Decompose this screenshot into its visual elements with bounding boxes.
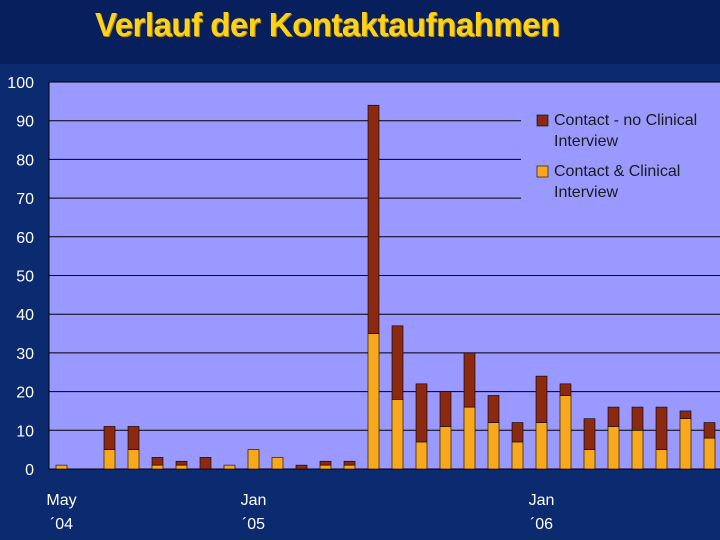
x-tick-label: ´05 [242, 516, 265, 533]
bar-contact-clinical-interview [607, 426, 620, 470]
bar-contact-no-clinical-interview [463, 352, 476, 408]
bar-contact-no-clinical-interview [679, 410, 692, 419]
bar-contact-no-clinical-interview [559, 383, 572, 396]
bar-contact-no-clinical-interview [343, 460, 356, 466]
bar-contact-no-clinical-interview [655, 406, 668, 450]
bar-contact-clinical-interview [223, 464, 236, 470]
bar-contact-no-clinical-interview [703, 422, 716, 439]
bar-contact-clinical-interview [175, 464, 188, 470]
bar-contact-no-clinical-interview [103, 426, 116, 450]
bar-contact-clinical-interview [583, 449, 596, 470]
legend-label: Interview [554, 133, 618, 150]
bar-contact-clinical-interview [247, 449, 260, 470]
bar-contact-clinical-interview [103, 449, 116, 470]
bar-contact-no-clinical-interview [511, 422, 524, 443]
bar-contact-no-clinical-interview [631, 406, 644, 431]
bar-contact-clinical-interview [703, 437, 716, 470]
y-tick-label: 90 [16, 114, 34, 131]
x-tick-label: ´06 [530, 516, 553, 533]
bar-contact-clinical-interview [55, 464, 68, 470]
bar-contact-clinical-interview [127, 449, 140, 470]
gridlines [49, 81, 720, 470]
bar-contact-no-clinical-interview [415, 383, 428, 443]
bar-contact-clinical-interview [463, 406, 476, 470]
legend-label: Contact - no Clinical [554, 112, 697, 129]
bar-contact-no-clinical-interview [295, 464, 308, 470]
legend-swatch [536, 114, 549, 127]
bar-contact-no-clinical-interview [151, 457, 164, 466]
x-tick-label: ´04 [50, 516, 73, 533]
legend: Contact - no Clinical Interview Contact & … [521, 100, 720, 208]
y-tick-label: 30 [16, 346, 34, 363]
bar-contact-no-clinical-interview [319, 460, 332, 466]
x-tick-label: Jan [241, 492, 267, 509]
y-tick-label: 50 [16, 269, 34, 286]
y-tick-label: 60 [16, 230, 34, 247]
y-tick-label: 100 [7, 75, 34, 92]
bar-contact-clinical-interview [151, 464, 164, 470]
bar-contact-clinical-interview [439, 426, 452, 470]
bar-contact-no-clinical-interview [439, 391, 452, 427]
x-tick-label: Jan [529, 492, 555, 509]
bars [55, 104, 716, 470]
bar-contact-no-clinical-interview [199, 457, 212, 470]
bar-contact-clinical-interview [319, 464, 332, 470]
bar-contact-clinical-interview [391, 399, 404, 470]
bar-contact-clinical-interview [271, 457, 284, 470]
bar-contact-clinical-interview [655, 449, 668, 470]
bar-contact-no-clinical-interview [535, 375, 548, 423]
bar-contact-no-clinical-interview [175, 460, 188, 466]
bar-contact-no-clinical-interview [367, 104, 380, 334]
bar-contact-no-clinical-interview [487, 395, 500, 423]
bar-contact-clinical-interview [535, 422, 548, 470]
bar-contact-no-clinical-interview [127, 426, 140, 450]
y-tick-label: 70 [16, 191, 34, 208]
y-tick-label: 20 [16, 385, 34, 402]
legend-box [521, 100, 720, 208]
bar-contact-clinical-interview [415, 441, 428, 470]
y-tick-label: 80 [16, 152, 34, 169]
bar-contact-clinical-interview [367, 333, 380, 470]
bar-contact-clinical-interview [631, 429, 644, 470]
bar-contact-clinical-interview [487, 422, 500, 470]
bar-contact-no-clinical-interview [391, 325, 404, 400]
legend-label: Contact & Clinical [554, 163, 680, 180]
bar-contact-no-clinical-interview [607, 406, 620, 427]
y-tick-label: 40 [16, 307, 34, 324]
bar-contact-clinical-interview [559, 395, 572, 470]
title-bar [0, 0, 720, 64]
y-tick-label: 0 [25, 462, 34, 479]
chart-title: Verlauf der Kontaktaufnahmen [95, 6, 560, 43]
x-axis: May ´04 Jan ´05 Jan ´06 [46, 492, 554, 533]
y-tick-label: 10 [16, 423, 34, 440]
legend-label: Interview [554, 184, 618, 201]
bar-contact-clinical-interview [679, 418, 692, 470]
x-tick-label: May [46, 492, 76, 509]
legend-swatch [536, 165, 549, 178]
bar-contact-clinical-interview [511, 441, 524, 470]
bar-contact-clinical-interview [343, 464, 356, 470]
bar-contact-no-clinical-interview [583, 418, 596, 450]
